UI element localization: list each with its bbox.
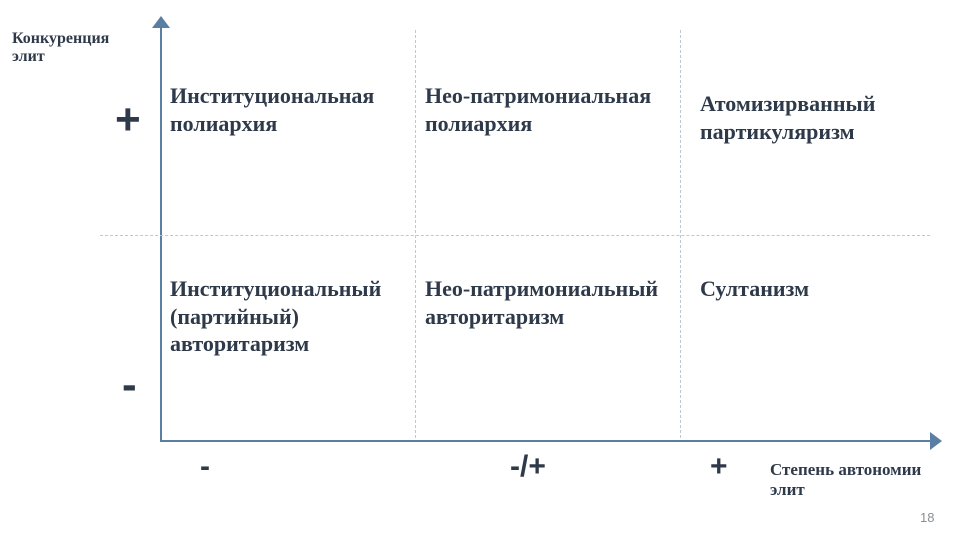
page-number: 18 xyxy=(920,510,934,525)
x-axis-minus: - xyxy=(200,450,210,484)
cell-bot-left: Институциональный (партийный) авторитари… xyxy=(170,275,405,358)
cell-bot-right: Султанизм xyxy=(700,275,920,303)
x-axis-plus: + xyxy=(710,450,728,484)
x-axis-arrow xyxy=(930,432,942,450)
cell-top-right: Атомизирванный партикуляризм xyxy=(700,90,920,145)
dashed-vertical-1 xyxy=(415,30,416,438)
x-axis-plus-minus: -/+ xyxy=(510,450,546,484)
cell-top-left: Институциональная полиархия xyxy=(170,82,405,137)
diagram-stage: Конкуренция элит + - - -/+ + Институцион… xyxy=(0,0,960,540)
y-axis-line xyxy=(160,25,162,440)
y-axis-minus: - xyxy=(122,360,137,410)
cell-bot-mid: Нео-патримониальный авторитаризм xyxy=(425,275,660,330)
dashed-horizontal xyxy=(100,235,930,236)
y-axis-label: Конкуренция элит xyxy=(12,30,132,66)
x-axis-label: Степень автономии элит xyxy=(770,460,940,500)
dashed-vertical-2 xyxy=(680,30,681,438)
x-axis-line xyxy=(160,440,930,442)
cell-top-mid: Нео-патримониальная полиархия xyxy=(425,82,660,137)
y-axis-arrow xyxy=(152,16,170,28)
y-axis-plus: + xyxy=(115,95,141,145)
